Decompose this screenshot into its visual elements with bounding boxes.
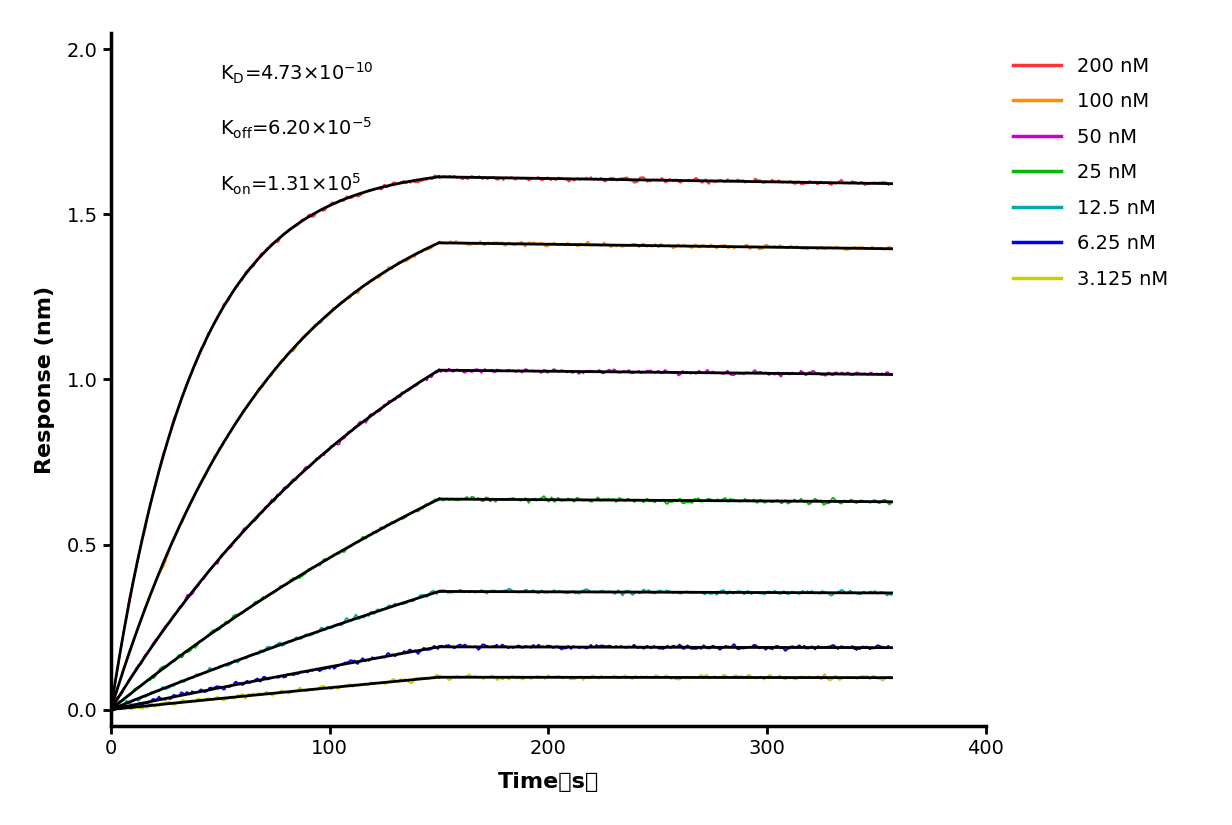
Text: K$_\mathregular{D}$=4.73×10$^{-10}$: K$_\mathregular{D}$=4.73×10$^{-10}$ — [221, 61, 373, 86]
X-axis label: Time（s）: Time（s） — [498, 772, 599, 792]
Legend: 200 nM, 100 nM, 50 nM, 25 nM, 12.5 nM, 6.25 nM, 3.125 nM: 200 nM, 100 nM, 50 nM, 25 nM, 12.5 nM, 6… — [1013, 57, 1168, 289]
Text: K$_\mathregular{on}$=1.31×10$^{5}$: K$_\mathregular{on}$=1.31×10$^{5}$ — [221, 172, 361, 197]
Y-axis label: Response (nm): Response (nm) — [36, 285, 55, 474]
Text: K$_\mathregular{off}$=6.20×10$^{-5}$: K$_\mathregular{off}$=6.20×10$^{-5}$ — [221, 116, 372, 141]
